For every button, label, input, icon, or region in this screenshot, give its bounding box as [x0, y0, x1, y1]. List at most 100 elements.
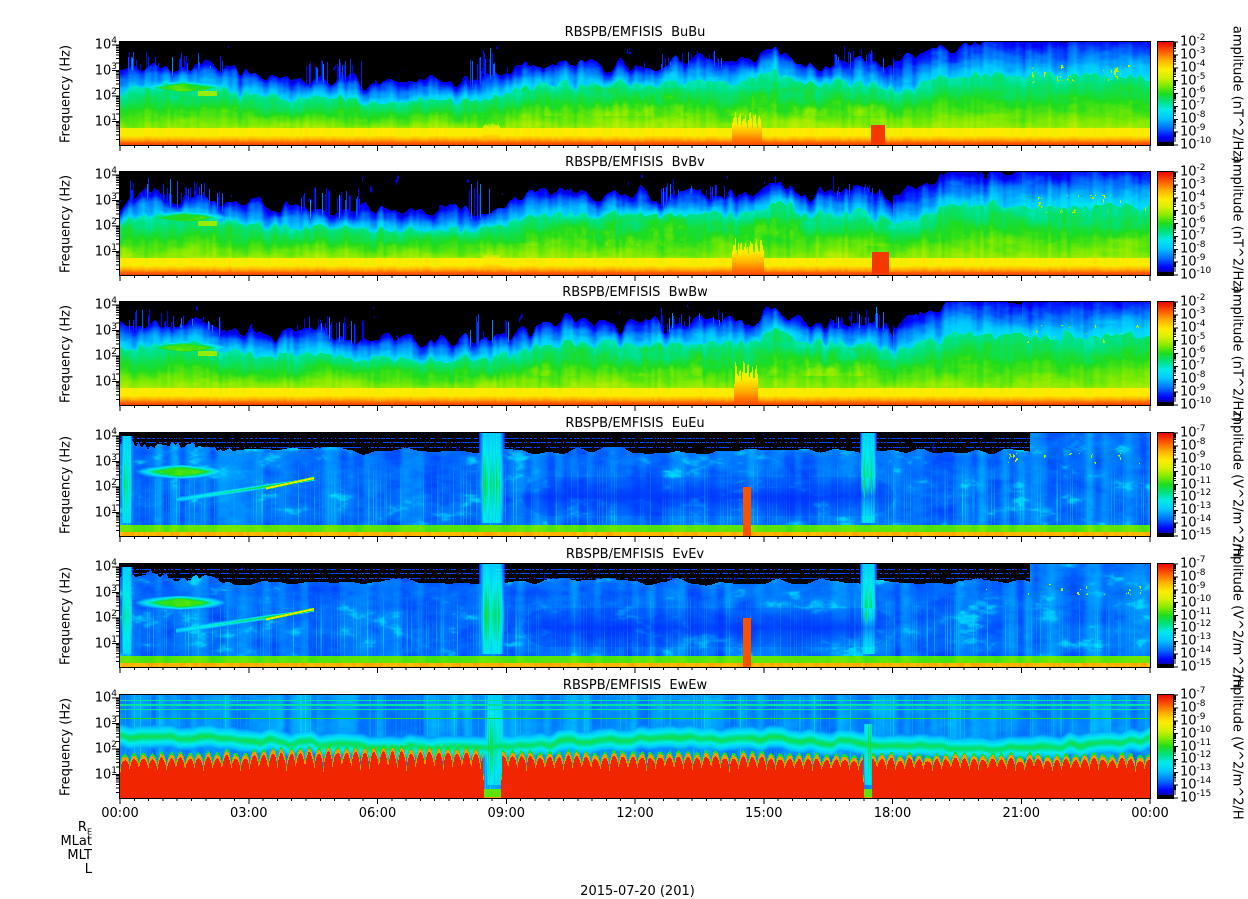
- spectrogram-canvas-EwEw: [120, 695, 1150, 798]
- freq-tick-label: 101: [94, 634, 117, 651]
- colorbar-tick-label: 10-10: [1180, 396, 1212, 413]
- freq-tick-label: 103: [94, 191, 117, 208]
- freq-tick-label: 104: [94, 558, 117, 575]
- colorbar-tick-label: 10-12: [1180, 750, 1212, 767]
- colorbar-tick-label: 10-13: [1180, 632, 1212, 649]
- colorbar-tick-label: 10-10: [1180, 462, 1212, 479]
- freq-tick-label: 103: [94, 583, 117, 600]
- colorbar-tick-label: 10-8: [1180, 567, 1206, 585]
- freq-tick-label: 101: [94, 112, 117, 129]
- freq-axis-label: Frequency (Hz): [58, 435, 74, 534]
- colorbar-tick-label: 10-10: [1180, 593, 1212, 610]
- ephemeris-label-mlt: MLT: [67, 848, 92, 863]
- colorbar-label-BuBu: amplitude (nT^2/Hz): [1229, 25, 1245, 162]
- colorbar-tick-label: 10-8: [1180, 370, 1206, 387]
- colorbar-tick-label: 10-14: [1180, 776, 1212, 793]
- colorbar-tick-label: 10-13: [1180, 501, 1212, 518]
- colorbar-tick-label: 10-3: [1180, 175, 1206, 193]
- freq-tick-label: 104: [94, 427, 117, 444]
- freq-axis-label: Frequency (Hz): [58, 304, 74, 403]
- freq-axis-label: Frequency (Hz): [58, 566, 74, 665]
- time-tick-label: 12:00: [616, 806, 654, 821]
- panel-title-EvEv: RBSPB/EMFISIS EvEv: [565, 547, 705, 562]
- colorbar-tick-label: 10-14: [1180, 645, 1212, 662]
- panel-title-BwBw: RBSPB/EMFISIS BwBw: [562, 285, 708, 300]
- freq-tick-label: 103: [94, 321, 117, 338]
- colorbar-tick-label: 10-7: [1180, 227, 1206, 244]
- time-tick-label: 00:00: [1131, 806, 1169, 821]
- colorbar-tick-label: 10-10: [1180, 136, 1212, 153]
- colorbar-tick-label: 10-14: [1180, 514, 1212, 531]
- colorbar-EuEu: [1158, 433, 1173, 536]
- time-tick-label: 15:00: [745, 806, 783, 821]
- colorbar-label-BwBw: amplitude (nT^2/Hz): [1229, 285, 1245, 422]
- colorbar-tick-label: 10-6: [1180, 344, 1206, 361]
- spectrogram-canvas-EuEu: [120, 433, 1150, 536]
- freq-tick-label: 103: [94, 714, 117, 731]
- panel-title-BuBu: RBSPB/EMFISIS BuBu: [564, 25, 706, 40]
- ephemeris-label-re: RE: [77, 820, 92, 837]
- colorbar-label-EwEw: mplitude (V^2/m^2/H: [1229, 673, 1245, 820]
- colorbar-tick-label: 10-5: [1180, 331, 1206, 348]
- colorbar-tick-label: 10-11: [1180, 737, 1212, 754]
- colorbar-tick-label: 10-8: [1180, 436, 1206, 454]
- colorbar-tick-label: 10-8: [1180, 240, 1206, 257]
- colorbar-tick-label: 10-13: [1180, 763, 1212, 780]
- freq-tick-label: 101: [94, 503, 117, 520]
- colorbar-tick-label: 10-5: [1180, 201, 1206, 218]
- spectrogram-canvas-BuBu: [120, 42, 1150, 145]
- freq-tick-label: 101: [94, 765, 117, 782]
- colorbar-tick-label: 10-7: [1180, 97, 1206, 114]
- panel-title-EuEu: RBSPB/EMFISIS EuEu: [565, 416, 705, 431]
- panel-title-EwEw: RBSPB/EMFISIS EwEw: [562, 678, 708, 693]
- freq-axis-label: Frequency (Hz): [58, 697, 74, 796]
- freq-tick-label: 102: [94, 87, 117, 104]
- time-tick-label: 09:00: [487, 806, 525, 821]
- colorbar-tick-label: 10-3: [1180, 305, 1206, 323]
- colorbar-label-BvBv: amplitude (nT^2/Hz): [1229, 155, 1245, 292]
- colorbar-BvBv: [1158, 172, 1173, 275]
- freq-tick-label: 104: [94, 296, 117, 313]
- colorbar-tick-label: 10-10: [1180, 724, 1212, 741]
- colorbar-tick-label: 10-6: [1180, 84, 1206, 101]
- spectrogram-canvas-EvEv: [120, 564, 1150, 667]
- colorbar-tick-label: 10-4: [1180, 188, 1206, 206]
- colorbar-tick-label: 10-8: [1180, 698, 1206, 716]
- freq-tick-label: 102: [94, 217, 117, 234]
- freq-tick-label: 104: [94, 689, 117, 706]
- colorbar-tick-label: 10-9: [1180, 711, 1206, 729]
- colorbar-label-EuEu: mplitude (V^2/m^2/H: [1229, 411, 1245, 558]
- colorbar-tick-label: 10-7: [1180, 686, 1206, 703]
- freq-tick-label: 101: [94, 372, 117, 389]
- time-tick-label: 03:00: [230, 806, 268, 821]
- freq-tick-label: 104: [94, 36, 117, 53]
- time-tick-label: 00:00: [101, 806, 139, 821]
- colorbar-tick-label: 10-7: [1180, 555, 1206, 572]
- freq-axis-label: Frequency (Hz): [58, 44, 74, 143]
- freq-tick-label: 101: [94, 242, 117, 259]
- colorbar-tick-label: 10-7: [1180, 357, 1206, 374]
- freq-axis-label: Frequency (Hz): [58, 174, 74, 273]
- colorbar-label-EvEv: mplitude (V^2/m^2/H: [1229, 542, 1245, 689]
- spectrogram-canvas-BwBw: [120, 302, 1150, 405]
- colorbar-tick-label: 10-8: [1180, 110, 1206, 127]
- spectrogram-canvas-BvBv: [120, 172, 1150, 275]
- colorbar-tick-label: 10-9: [1180, 580, 1206, 598]
- time-tick-label: 21:00: [1002, 806, 1040, 821]
- freq-tick-label: 103: [94, 452, 117, 469]
- colorbar-tick-label: 10-4: [1180, 58, 1206, 76]
- colorbar-BwBw: [1158, 302, 1173, 405]
- ephemeris-label-mlat: MLat: [60, 834, 92, 849]
- time-tick-label: 18:00: [873, 806, 912, 821]
- colorbar-tick-label: 10-4: [1180, 318, 1206, 336]
- colorbar-tick-label: 10-9: [1180, 449, 1206, 467]
- colorbar-tick-label: 10-9: [1180, 383, 1206, 400]
- date-label: 2015-07-20 (201): [580, 884, 695, 899]
- colorbar-tick-label: 10-9: [1180, 253, 1206, 270]
- freq-tick-label: 103: [94, 61, 117, 78]
- freq-tick-label: 102: [94, 740, 117, 757]
- colorbar-tick-label: 10-11: [1180, 475, 1212, 492]
- freq-tick-label: 104: [94, 166, 117, 183]
- colorbar-tick-label: 10-3: [1180, 45, 1206, 63]
